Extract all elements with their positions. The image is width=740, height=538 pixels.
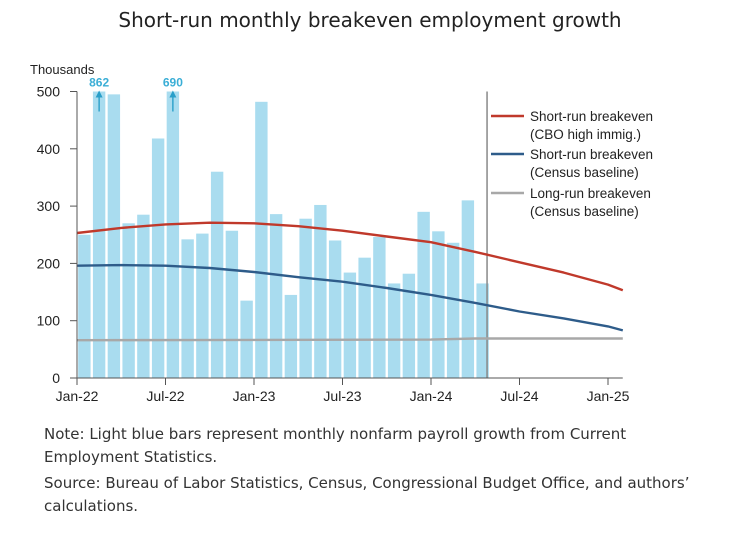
- chart-title: Short-run monthly breakeven employment g…: [118, 8, 622, 32]
- payroll-bar: [166, 91, 180, 378]
- clipped-arrow-head: [169, 90, 177, 98]
- chart-source: Source: Bureau of Labor Statistics, Cens…: [44, 474, 690, 515]
- payroll-bar: [387, 283, 401, 378]
- payroll-bar: [461, 200, 475, 378]
- chart-note: Note: Light blue bars represent monthly …: [44, 425, 627, 466]
- y-tick-label: 100: [37, 313, 61, 329]
- payroll-bar: [373, 237, 386, 378]
- payroll-bar: [137, 214, 150, 378]
- y-tick-label: 400: [37, 141, 61, 157]
- x-tick-label: Jul-24: [500, 388, 538, 404]
- payroll-bar: [432, 231, 445, 378]
- series-lines: [76, 91, 624, 378]
- payroll-bar: [269, 214, 283, 378]
- y-tick-label: 300: [37, 198, 61, 214]
- payroll-bar: [446, 242, 460, 378]
- payroll-bar: [107, 94, 121, 379]
- y-tick-label: 500: [37, 84, 61, 100]
- payroll-bar: [225, 230, 239, 378]
- x-tick-label: Jan-22: [56, 388, 99, 404]
- clipped-arrow-head: [95, 90, 103, 98]
- payroll-bar: [255, 101, 268, 379]
- payroll-bar: [181, 239, 194, 378]
- bars: 862 690: [78, 76, 489, 379]
- clipped-value-label: 690: [163, 76, 183, 90]
- legend-sublabel-1: (CBO high immig.): [530, 127, 641, 142]
- payroll-bar: [151, 138, 165, 378]
- x-tick-label: Jan-24: [410, 388, 453, 404]
- payroll-bar: [314, 204, 327, 378]
- series-line-3: [76, 337, 623, 342]
- x-tick-label: Jan-23: [233, 388, 276, 404]
- legend-label-2: Short-run breakeven: [530, 147, 653, 162]
- payroll-bar: [284, 294, 298, 378]
- legend-label-3: Long-run breakeven: [530, 186, 651, 201]
- payroll-bar: [92, 91, 106, 378]
- legend: Short-run breakeven (CBO high immig.) Shor…: [491, 109, 653, 219]
- payroll-bar: [299, 218, 312, 378]
- payroll-bar: [402, 273, 416, 378]
- axes: Thousands 0 100 200 300 400 500 Jan-22 Jul-22 Jan…: [30, 62, 630, 404]
- x-tick-label: Jul-23: [323, 388, 361, 404]
- payroll-bar: [328, 240, 342, 378]
- legend-sublabel-2: (Census baseline): [530, 165, 639, 180]
- payroll-bar: [196, 233, 209, 378]
- x-tick-label: Jan-25: [587, 388, 630, 404]
- y-tick-label: 0: [52, 370, 60, 386]
- legend-sublabel-3: (Census baseline): [530, 204, 639, 219]
- y-axis-label: Thousands: [30, 62, 95, 77]
- y-tick-label: 200: [37, 255, 61, 271]
- payroll-bar: [358, 257, 371, 378]
- series-line-2: [76, 263, 624, 332]
- legend-label-1: Short-run breakeven: [530, 109, 653, 124]
- series-line-1: [76, 221, 624, 292]
- payroll-bar: [476, 283, 489, 378]
- payroll-bar: [122, 223, 135, 378]
- x-tick-label: Jul-22: [146, 388, 184, 404]
- payroll-bar: [210, 171, 224, 378]
- clipped-value-label: 862: [89, 76, 109, 90]
- payroll-bar: [343, 272, 357, 378]
- payroll-bar: [78, 234, 91, 378]
- chart: 862 690 Thousands 0 100 200 300 400 500 Jan-22 Ju…: [30, 62, 653, 404]
